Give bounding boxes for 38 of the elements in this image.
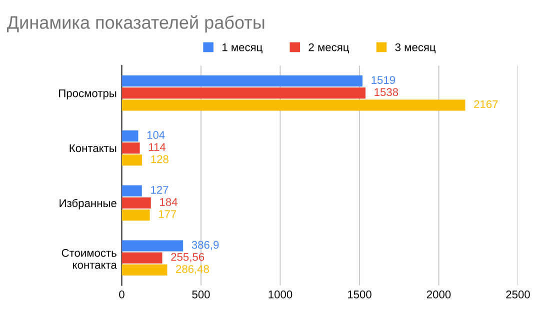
data-label: 184 [160, 198, 178, 206]
bar [122, 154, 142, 166]
chart-title: Динамика показателей работы [6, 15, 264, 32]
bar [122, 240, 184, 252]
data-label: 255,56 [171, 253, 204, 262]
bar [122, 75, 362, 87]
bar [122, 264, 168, 276]
data-label: 114 [149, 143, 166, 151]
x-tick-label: 0 [119, 290, 124, 298]
x-tick-label: 500 [192, 290, 210, 298]
bar [122, 100, 466, 111]
x-tick-label: 1500 [348, 290, 372, 298]
y-tick-label: Избранные [60, 198, 116, 210]
data-label: 2167 [474, 100, 498, 108]
x-tick-label: 1000 [268, 290, 292, 298]
y-tick-label: Просмотры [59, 89, 116, 100]
legend-label: 1 месяц [222, 43, 262, 54]
bar [122, 130, 138, 142]
legend-label: 2 месяц [308, 43, 350, 54]
y-tick-label: Стоимость контакта [62, 248, 117, 269]
data-label: 386,9 [192, 240, 219, 250]
bar [122, 185, 142, 196]
bar [122, 88, 366, 99]
x-tick-label: 2500 [506, 290, 530, 298]
data-label: 128 [151, 155, 168, 164]
data-label: 127 [151, 186, 168, 194]
y-tick-label: Контакты [70, 144, 116, 152]
data-label: 104 [147, 131, 165, 139]
bar [122, 209, 150, 221]
data-label: 1519 [372, 76, 396, 84]
legend-label: 3 месяц [395, 43, 436, 54]
bar [122, 142, 140, 154]
x-tick-label: 2000 [426, 290, 451, 298]
bar [122, 252, 162, 264]
data-label: 177 [158, 210, 176, 218]
data-label: 286,48 [176, 265, 209, 274]
data-label: 1538 [374, 88, 398, 96]
bar [122, 197, 151, 209]
